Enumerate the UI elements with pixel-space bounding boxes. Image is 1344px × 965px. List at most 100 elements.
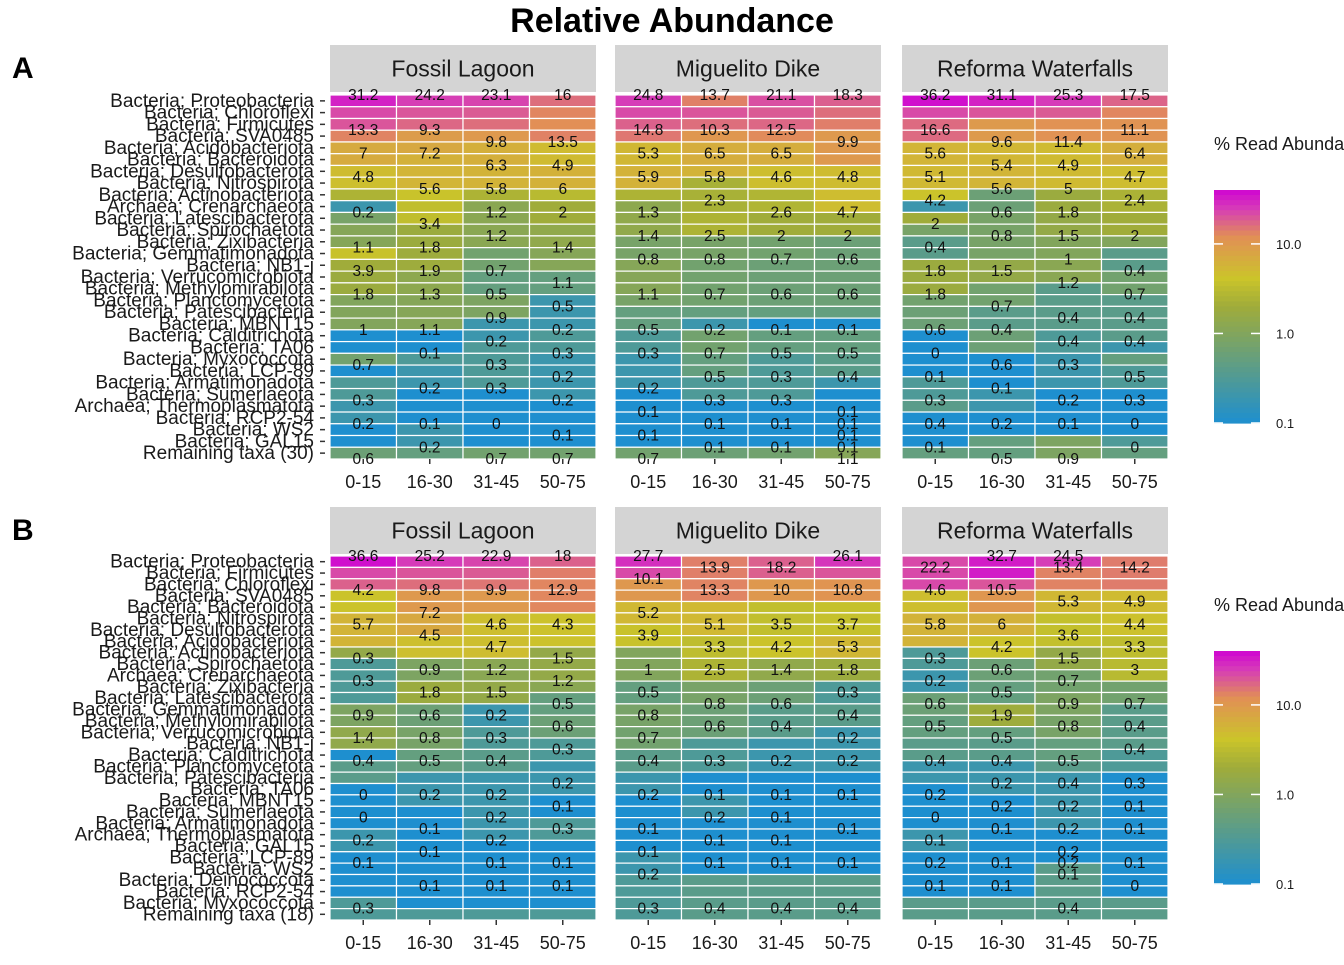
cell-value-label: 5.1 — [704, 616, 726, 633]
cell-value-label: 0.2 — [637, 787, 659, 804]
heatmap-cell — [901, 771, 970, 785]
heatmap-cell — [329, 434, 398, 448]
cell-value-label: 36.6 — [348, 548, 378, 565]
legend-color-segment — [1214, 190, 1260, 196]
cell-value-label: 1.4 — [552, 240, 574, 257]
cell-value-label: 0.2 — [485, 810, 507, 827]
legend-color-segment — [1214, 316, 1260, 323]
cell-value-label: 3.4 — [419, 216, 441, 233]
cell-value-label: 0.2 — [352, 204, 374, 221]
heatmap-cell — [1100, 578, 1169, 591]
heatmap-cell — [680, 885, 749, 898]
legend-color-segment — [1214, 341, 1260, 348]
cell-value-label: 1.2 — [485, 662, 507, 679]
cell-value-label: 0.7 — [485, 263, 507, 280]
heatmap-cell — [614, 771, 683, 785]
cell-value-label: 0.2 — [991, 798, 1013, 815]
cell-value-label: 4.2 — [352, 582, 374, 599]
y-tick-label: Bacteria; Proteobacteria — [110, 552, 314, 573]
cell-value-label: 0.4 — [837, 901, 859, 918]
cell-value-label: 0.3 — [1057, 357, 1079, 374]
x-tick-label: 0-15 — [345, 472, 381, 492]
cell-value-label: 0 — [1130, 416, 1139, 433]
x-tick-label: 50-75 — [1112, 933, 1158, 953]
heatmap-cell — [614, 106, 683, 120]
heatmap-cell — [813, 771, 882, 785]
facet-strip-label: Reforma Waterfalls — [937, 518, 1133, 544]
y-tick-label: Bacteria; Sumerlaeota — [126, 384, 314, 405]
cell-value-label: 0.5 — [991, 685, 1013, 702]
cell-value-label: 0.2 — [552, 776, 574, 793]
heatmap-cell — [1100, 352, 1169, 366]
cell-value-label: 0.3 — [352, 650, 374, 667]
cell-value-label: 0.5 — [1057, 753, 1079, 770]
heatmap-cell — [813, 153, 882, 167]
cell-value-label: 13.9 — [700, 559, 730, 576]
cell-value-label: 6.4 — [1124, 146, 1146, 163]
cell-value-label: 1.8 — [419, 240, 441, 257]
cell-value-label: 13.4 — [1053, 559, 1084, 576]
cell-value-label: 1.3 — [637, 204, 659, 221]
cell-value-label: 0.1 — [552, 855, 574, 872]
heatmap-cell — [1034, 737, 1103, 750]
y-tick-label: Bacteria; NB1-j — [186, 734, 314, 755]
cell-value-label: 0.2 — [419, 787, 441, 804]
legend-color-segment — [1214, 417, 1260, 424]
cell-value-label: 0.6 — [552, 719, 574, 736]
cell-value-label: 0.2 — [352, 832, 374, 849]
cell-value-label: 0.2 — [485, 334, 507, 351]
cell-value-label: 0.3 — [1124, 776, 1146, 793]
heatmap-cell — [528, 411, 597, 425]
cell-value-label: 0.1 — [924, 369, 946, 386]
cell-value-label: 0.1 — [485, 878, 507, 895]
heatmap-cell — [462, 566, 531, 580]
cell-value-label: 0 — [359, 787, 368, 804]
heatmap-cell — [1034, 117, 1103, 131]
legend-color-segment — [1214, 240, 1260, 247]
legend-color-segment — [1214, 357, 1260, 363]
cell-value-label: 4.9 — [1124, 594, 1146, 611]
heatmap-cell — [747, 873, 816, 887]
y-tick-label: Bacteria; Planctomycetota — [93, 756, 314, 777]
heatmap-cell — [329, 376, 398, 390]
cell-value-label: 0 — [931, 345, 940, 362]
legend-color-segment — [1214, 215, 1260, 221]
cell-value-label: 0.2 — [991, 776, 1013, 793]
cell-value-label: 0.3 — [704, 753, 726, 770]
legend-color-segment — [1214, 808, 1260, 814]
cell-value-label: 0.4 — [770, 719, 792, 736]
heatmap-cell — [967, 247, 1036, 260]
cell-value-label: 5 — [1064, 181, 1073, 198]
cell-value-label: 13.3 — [348, 122, 378, 139]
y-tick-label: Bacteria; Gemmatimonadota — [72, 700, 314, 721]
legend-color-segment — [1214, 235, 1260, 242]
cell-value-label: 4.3 — [552, 616, 574, 633]
facet-strip — [615, 507, 881, 554]
cell-value-label: 0.1 — [1057, 416, 1079, 433]
heatmap-cell — [395, 908, 464, 921]
cell-value-label: 0.6 — [419, 707, 441, 724]
y-tick-label: Bacteria; TA06 — [190, 779, 314, 800]
x-tick-label: 0-15 — [917, 933, 953, 953]
x-tick-label: 50-75 — [540, 933, 586, 953]
cell-value-label: 0.5 — [419, 753, 441, 770]
heatmap-cell — [1034, 376, 1103, 390]
legend-color-segment — [1214, 878, 1260, 885]
heatmap-cell — [901, 908, 970, 921]
heatmap-cell — [528, 600, 597, 614]
cell-value-label: 1.9 — [419, 263, 441, 280]
legend-color-segment — [1214, 281, 1260, 287]
cell-value-label: 0.3 — [352, 673, 374, 690]
cell-value-label: 7 — [359, 146, 368, 163]
legend-color-segment — [1214, 220, 1260, 227]
cell-value-label: 6 — [558, 181, 567, 198]
cell-value-label: 9.8 — [485, 134, 507, 151]
cell-value-label: 5.2 — [637, 605, 659, 622]
heatmap-cell — [967, 839, 1036, 853]
color-legend: % Read Abundance 0.1 1.0 10.0 — [1214, 134, 1344, 431]
heatmap-cell — [967, 117, 1036, 131]
legend-color-segment — [1214, 838, 1260, 845]
legend-color-segment — [1214, 787, 1260, 794]
y-tick-label: Bacteria; Zixibacteria — [137, 677, 315, 698]
